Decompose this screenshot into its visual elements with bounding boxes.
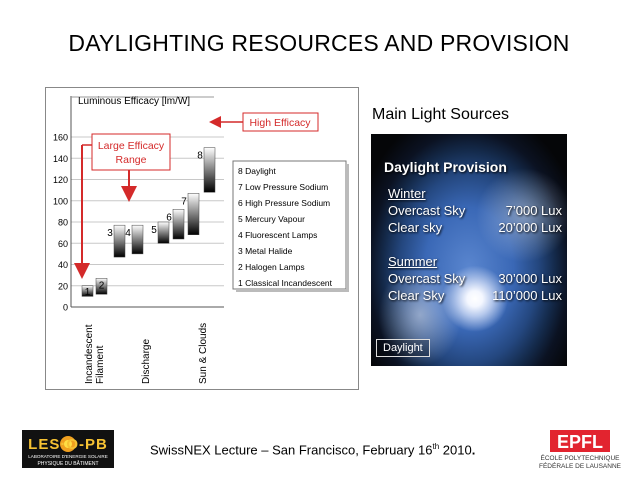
group-label: Sun & Clouds	[198, 323, 209, 384]
y-tick-label: 0	[63, 303, 68, 313]
footer-suffix: 2010	[439, 442, 472, 458]
legend-item: 3 Metal Halide	[238, 246, 293, 256]
lux-value: 20’000 Lux	[498, 220, 562, 235]
lesopb-mark: LES·O-PB	[28, 436, 108, 453]
chart-svg: 0 20 40 60 80 100 120 140 160 12 3 4 567 8 Luminous …	[53, 96, 349, 384]
lux-value: 30’000 Lux	[498, 271, 562, 286]
main-light-sources-title: Main Light Sources	[372, 106, 509, 123]
efficacy-bar	[172, 209, 185, 240]
footer-prefix: SwissNEX Lecture – San Francisco, Februa…	[150, 442, 433, 458]
epfl-logo: EPFL ÉCOLE POLYTECHNIQUE FÉDÉRALE DE LAU…	[538, 430, 622, 470]
summer-overcast-row: Overcast Sky 30’000 Lux	[388, 271, 562, 286]
efficacy-bar	[157, 221, 170, 244]
epfl-line1: ÉCOLE POLYTECHNIQUE	[541, 453, 621, 462]
lesopb-line1: LABORATOIRE D'ENERGIE SOLAIRE	[28, 454, 108, 459]
slide-title: DAYLIGHTING RESOURCES AND PROVISION	[68, 30, 570, 56]
bar-number-label: 8	[197, 151, 203, 162]
summer-clear-row: Clear Sky 110’000 Lux	[388, 288, 562, 303]
legend-item: 8 Daylight	[238, 166, 276, 176]
lesopb-line2: PHYSIQUE DU BÂTIMENT	[37, 460, 98, 467]
y-axis-label: Luminous Efficacy [lm/W]	[78, 96, 190, 107]
y-tick-label: 40	[58, 260, 68, 270]
photo-caption: Daylight	[376, 339, 430, 357]
efficacy-bar	[113, 224, 126, 258]
legend-item: 2 Halogen Lamps	[238, 262, 305, 272]
y-tick-label: 100	[53, 196, 68, 206]
legend-item: 1 Classical Incandescent	[238, 278, 333, 288]
group-label: Incandescent	[84, 324, 95, 384]
group-label: Filament	[95, 345, 106, 384]
legend-item: 7 Low Pressure Sodium	[238, 182, 328, 192]
lux-label: Clear Sky	[388, 288, 445, 303]
footer-text: SwissNEX Lecture – San Francisco, Februa…	[150, 442, 475, 457]
efficacy-bar	[187, 193, 200, 235]
group-label: Discharge	[141, 339, 152, 384]
season-summer: Summer	[388, 254, 438, 269]
y-tick-label: 60	[58, 239, 68, 249]
season-winter: Winter	[388, 186, 426, 201]
winter-clear-row: Clear sky 20’000 Lux	[388, 220, 562, 235]
lux-label: Overcast Sky	[388, 271, 466, 286]
legend-item: 5 Mercury Vapour	[238, 214, 305, 224]
epfl-line2: FÉDÉRALE DE LAUSANNE	[539, 461, 622, 470]
legend-item: 4 Fluorescent Lamps	[238, 230, 317, 240]
bar-number-label: 7	[181, 196, 187, 207]
bar-number-label: 1	[85, 287, 91, 298]
chart-legend	[232, 160, 349, 292]
lux-label: Overcast Sky	[388, 203, 466, 218]
efficacy-bar	[203, 147, 216, 193]
y-tick-label: 140	[53, 154, 68, 164]
efficacy-bar	[131, 224, 144, 255]
high-efficacy-text: High Efficacy	[249, 117, 311, 129]
daylight-provision-heading: Daylight Provision	[384, 159, 507, 175]
bar-number-label: 2	[99, 280, 105, 291]
large-range-line1: Large Efficacy	[98, 140, 165, 152]
lux-label: Clear sky	[388, 220, 443, 235]
y-tick-label: 160	[53, 133, 68, 143]
footer-superscript: th	[432, 442, 440, 451]
efficacy-bar	[81, 285, 94, 297]
lux-value: 7’000 Lux	[505, 203, 562, 218]
lesopb-logo: LES·O-PB LABORATOIRE D'ENERGIE SOLAIRE P…	[22, 430, 114, 468]
winter-overcast-row: Overcast Sky 7’000 Lux	[388, 203, 562, 218]
footer-period: .	[471, 442, 476, 458]
y-tick-label: 80	[58, 218, 68, 228]
legend-item: 6 High Pressure Sodium	[238, 198, 330, 208]
large-range-box	[91, 133, 171, 171]
daylight-sky-photo: Daylight Provision Winter Overcast Sky 7…	[371, 134, 567, 366]
bar-number-label: 6	[166, 212, 172, 223]
bar-number-label: 4	[125, 228, 131, 239]
epfl-mark: EPFL	[557, 432, 603, 452]
large-range-line2: Range	[116, 154, 147, 166]
lux-value: 110’000 Lux	[492, 288, 562, 303]
y-tick-label: 20	[58, 281, 68, 291]
bar-number-label: 5	[151, 225, 157, 236]
y-tick-label: 120	[53, 175, 68, 185]
bar-number-label: 3	[107, 228, 113, 239]
chart-annotations: Large Efficacy Range High Efficacy	[74, 112, 319, 279]
efficacy-bar	[95, 278, 108, 295]
